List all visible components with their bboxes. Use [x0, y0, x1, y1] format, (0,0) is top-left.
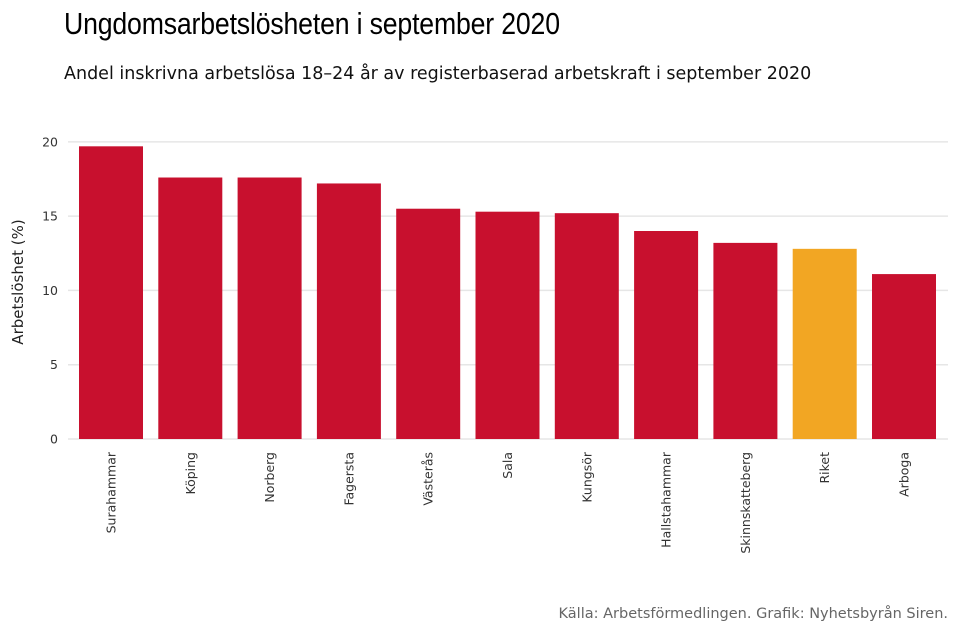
bar-fagersta [316, 183, 381, 439]
y-tick-label: 20 [42, 134, 58, 149]
y-axis-label: Arbetslöshet (%) [9, 219, 27, 344]
bar-köping [158, 177, 223, 439]
x-tick-label: Surahammar [104, 451, 119, 533]
x-axis-ticks: Surahammar Köping Norberg Fagersta Västerås S… [104, 451, 912, 554]
bar-riket [792, 248, 857, 439]
source-caption: Källa: Arbetsförmedlingen. Grafik: Nyhet… [558, 606, 948, 622]
x-tick-label: Hallstahammar [659, 451, 674, 548]
x-tick-label: Sala [500, 452, 515, 479]
chart-subtitle: Andel inskrivna arbetslösa 18–24 år av r… [64, 64, 812, 84]
x-tick-label: Fagersta [341, 452, 356, 506]
bar-norberg [237, 177, 302, 439]
bar-chart: 0 5 10 15 20 Surahammar Köping Norberg Fagersta… [9, 134, 948, 554]
x-tick-label: Arboga [897, 452, 912, 497]
x-tick-label: Riket [817, 452, 832, 484]
bar-sala [475, 211, 540, 439]
bar-kungsör [554, 213, 619, 439]
x-tick-label: Köping [183, 452, 198, 495]
bar-surahammar [79, 146, 143, 440]
x-tick-label: Norberg [262, 452, 277, 503]
bar-arboga [872, 274, 936, 439]
x-tick-label: Skinnskatteberg [738, 452, 753, 554]
y-axis-ticks: 0 5 10 15 20 [42, 134, 58, 446]
bar-västerås [396, 208, 461, 439]
y-tick-label: 10 [42, 283, 58, 298]
y-tick-label: 15 [42, 209, 58, 224]
bar-skinnskatteberg [713, 242, 778, 439]
bars [79, 146, 936, 440]
y-tick-label: 0 [50, 432, 58, 447]
y-tick-label: 5 [50, 357, 58, 372]
bar-hallstahammar [634, 231, 699, 439]
x-tick-label: Kungsör [579, 451, 594, 503]
chart-title: Ungdomsarbetslösheten i september 2020 [64, 6, 560, 41]
x-tick-label: Västerås [421, 452, 436, 506]
